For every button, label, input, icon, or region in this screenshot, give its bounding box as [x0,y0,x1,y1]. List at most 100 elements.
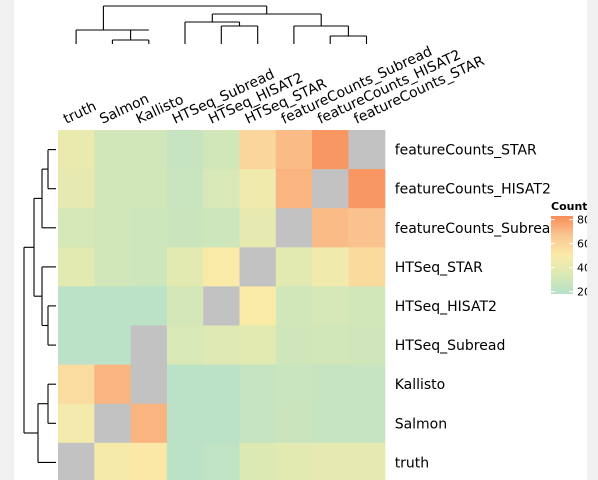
heatmap-cell [348,403,386,444]
heatmap-cell [130,325,168,366]
row-label: featureCounts_Subread [395,221,560,237]
column-labels: truthSalmonKallistoHTSeq_SubreadHTSeq_HI… [61,44,487,128]
heatmap-cells [58,130,386,480]
heatmap-cell [239,130,277,170]
column-dendrogram [75,5,368,44]
heatmap-cell [275,442,313,480]
heatmap-cell [203,325,241,366]
heatmap-cell [239,247,277,287]
heatmap-cell [312,403,349,444]
legend-colorbar [551,216,573,294]
heatmap-cell [348,130,386,170]
row-label: HTSeq_HISAT2 [395,299,497,315]
heatmap-cell [130,364,168,405]
row-label: Salmon [395,416,447,432]
heatmap-cell [348,247,386,287]
row-label: HTSeq_Subread [395,338,506,354]
heatmap-cell [166,403,204,444]
heatmap-cell [166,208,204,248]
heatmap-cell [94,325,132,366]
heatmap-cell [58,130,95,170]
heatmap-cell [58,442,95,480]
heatmap-cell [58,247,95,287]
heatmap-cell [130,286,168,327]
heatmap-cell [130,169,168,209]
heatmap-cell [348,364,386,405]
heatmap-cell [94,286,132,327]
heatmap-cell [166,364,204,405]
heatmap-cell [130,247,168,287]
heatmap-cell [312,442,349,480]
heatmap-cell [166,130,204,170]
legend-ticks: 800 600 400 200 [551,214,587,299]
heatmap-cell [275,403,313,444]
legend-tick-label: 600 [577,238,587,251]
heatmap-cell [348,169,386,209]
row-label: truth [395,455,429,471]
heatmap-cell [58,325,95,366]
heatmap-figure: truth Salmon Kallisto HTSeq_Subread HTSeq_HI… [14,0,587,480]
heatmap-cell [130,403,168,444]
legend-title: Count [551,200,587,213]
heatmap-cell [203,208,241,248]
heatmap-cell [203,130,241,170]
heatmap-cell [275,364,313,405]
heatmap-cell [348,286,386,327]
heatmap-cell [348,208,386,248]
heatmap-cell [166,442,204,480]
row-label: HTSeq_STAR [395,260,483,276]
heatmap-cell [275,169,313,209]
heatmap-cell [312,247,349,287]
row-labels: featureCounts_STAR featureCounts_HISAT2fe… [395,143,560,472]
legend-tick-label: 800 [577,214,587,227]
heatmap-cell [275,325,313,366]
heatmap-cell [239,364,277,405]
heatmap-cell [58,364,95,405]
heatmap-cell [348,325,386,366]
heatmap-cell [312,325,349,366]
heatmap-cell [130,442,168,480]
heatmap-cell [58,208,95,248]
heatmap-cell [94,169,132,209]
legend-tick-label: 400 [577,262,587,275]
heatmap-cell [275,247,313,287]
heatmap-cell [239,403,277,444]
heatmap-cell [94,247,132,287]
row-dendrogram [23,149,56,463]
heatmap-cell [312,169,349,209]
heatmap-cell [203,403,241,444]
heatmap-cell [239,325,277,366]
heatmap-cell [203,364,241,405]
heatmap-cell [275,286,313,327]
heatmap-cell [312,130,349,170]
heatmap-cell [166,169,204,209]
heatmap-cell [94,403,132,444]
row-label: featureCounts_STAR [395,143,537,159]
color-legend: Count 800 600 400 200 [551,200,587,299]
heatmap-cell [239,286,277,327]
heatmap-cell [275,130,313,170]
heatmap-cell [58,169,95,209]
heatmap-cell [166,286,204,327]
heatmap-cell [203,169,241,209]
heatmap-cell [94,364,132,405]
heatmap-cell [166,247,204,287]
heatmap-cell [312,208,349,248]
row-label: featureCounts_HISAT2 [395,182,551,198]
heatmap-cell [203,286,241,327]
heatmap-cell [203,442,241,480]
heatmap-cell [239,442,277,480]
heatmap-cell [348,442,386,480]
heatmap-cell [58,286,95,327]
heatmap-chart: truth Salmon Kallisto HTSeq_Subread HTSeq_HI… [23,5,587,480]
heatmap-cell [166,325,204,366]
heatmap-cell [203,247,241,287]
row-label: Kallisto [395,377,446,393]
heatmap-cell [94,442,132,480]
heatmap-cell [130,130,168,170]
heatmap-cell [239,169,277,209]
heatmap-cell [239,208,277,248]
heatmap-cell [275,208,313,248]
heatmap-cell [94,130,132,170]
legend-tick-label: 200 [577,286,587,299]
